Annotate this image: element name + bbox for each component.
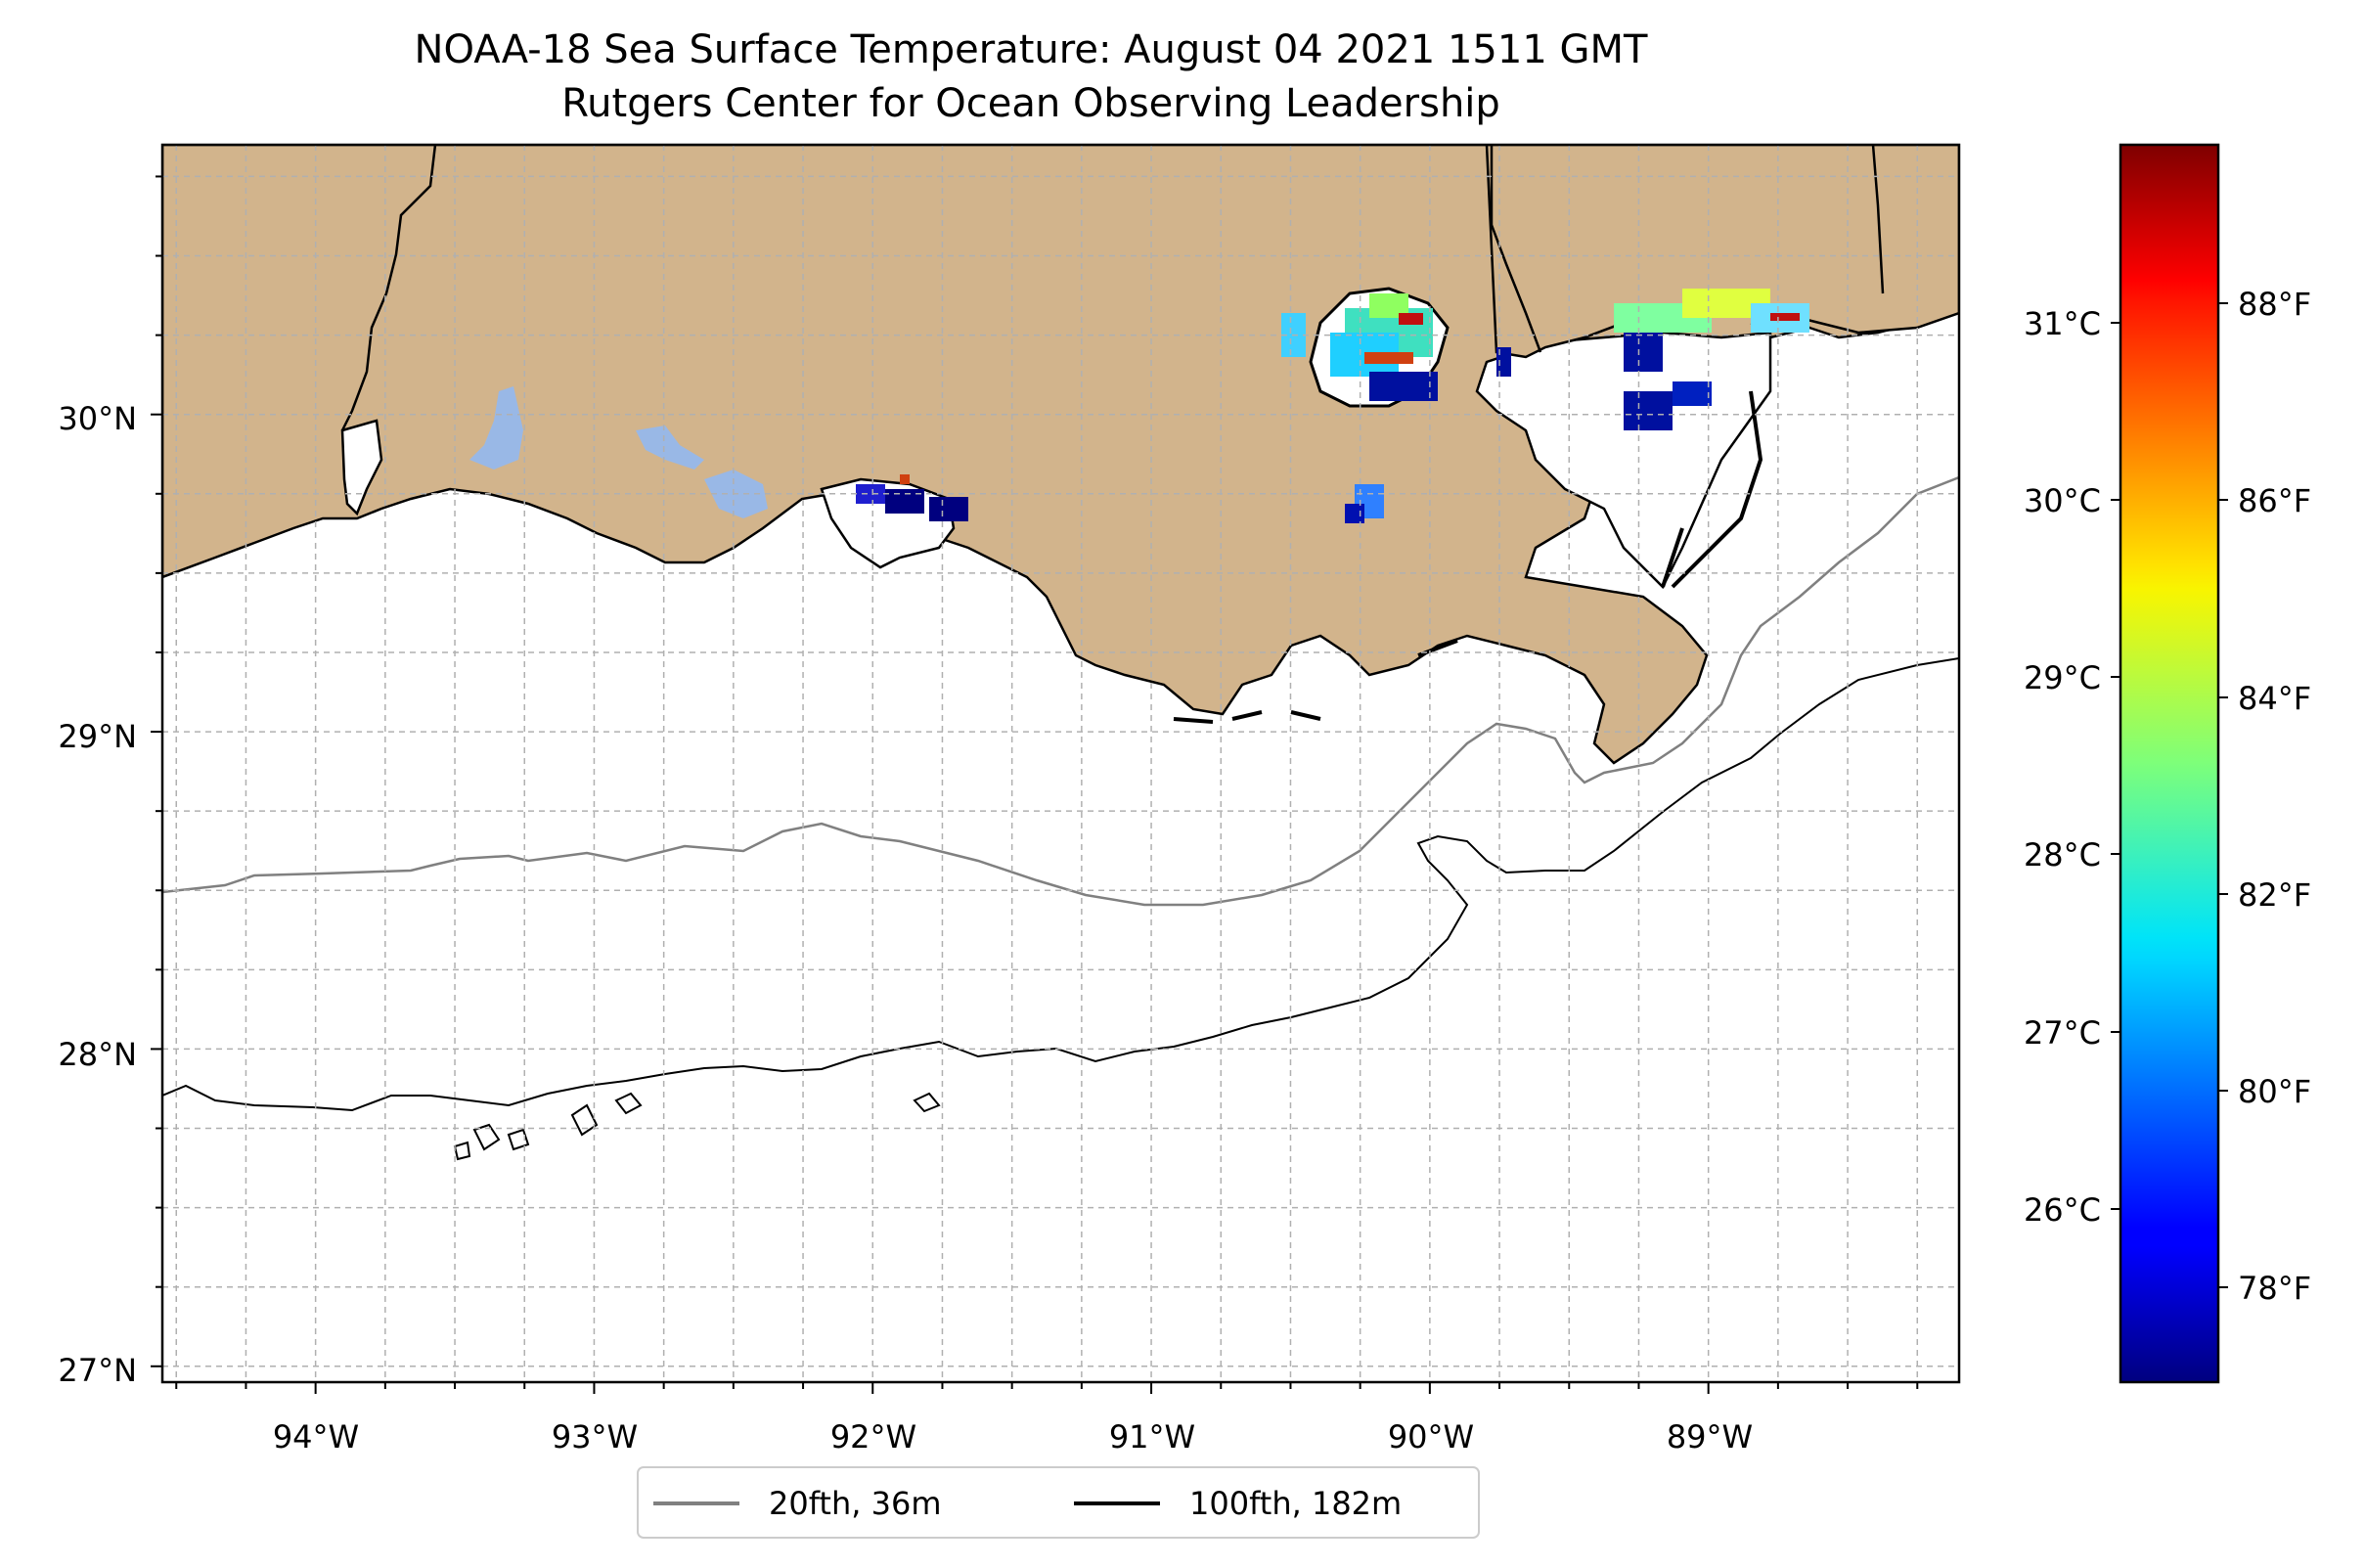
- colorbar-celsius-axis: [2111, 322, 2120, 1210]
- inland-water-2: [636, 426, 704, 470]
- map-gridlines: [162, 145, 1959, 1382]
- lon-label-90w: 90°W: [1388, 1418, 1474, 1456]
- state-border-ms-al: [1871, 145, 1885, 294]
- marsh-islands: [1173, 321, 1810, 724]
- celsius-label-31: 31°C: [2024, 305, 2101, 342]
- contour-100fth: [162, 657, 1959, 1112]
- celsius-label-29: 29°C: [2024, 659, 2101, 696]
- celsius-label-30: 30°C: [2024, 482, 2101, 519]
- fahrenheit-label-84: 84°F: [2238, 680, 2311, 717]
- map-axis-ticks: [151, 175, 1919, 1394]
- fahrenheit-label-86: 86°F: [2238, 482, 2311, 519]
- sabine-lake: [340, 419, 383, 516]
- celsius-label-27: 27°C: [2024, 1014, 2101, 1052]
- lon-label-91w: 91°W: [1109, 1418, 1195, 1456]
- legend-box: [637, 1466, 1480, 1539]
- map-panel: [162, 145, 1959, 1382]
- contour-100fth-islands: [453, 1092, 941, 1161]
- colorbar-gradient: [2119, 143, 2220, 1384]
- colorbar-fahrenheit-axis: [2218, 302, 2228, 1288]
- inland-water-1: [469, 386, 523, 470]
- lon-label-93w: 93°W: [552, 1418, 638, 1456]
- figure-title: NOAA-18 Sea Surface Temperature: August …: [415, 27, 1648, 72]
- fahrenheit-label-82: 82°F: [2238, 876, 2311, 914]
- sst-pixels: [856, 289, 1809, 523]
- lat-label-27n: 27°N: [58, 1352, 137, 1389]
- legend-label-20fth: 20fth, 36m: [769, 1485, 941, 1522]
- fahrenheit-label-78: 78°F: [2238, 1270, 2311, 1307]
- lat-label-29n: 29°N: [58, 718, 137, 755]
- lat-label-28n: 28°N: [58, 1036, 137, 1073]
- celsius-label-28: 28°C: [2024, 836, 2101, 874]
- figure-subtitle: Rutgers Center for Ocean Observing Leade…: [561, 81, 1500, 126]
- state-border-tx-la: [340, 145, 437, 431]
- fahrenheit-label-80: 80°F: [2238, 1073, 2311, 1110]
- lon-axis-labels: 94°W 93°W 92°W 91°W 90°W 89°W: [273, 1418, 1753, 1456]
- legend-label-100fth: 100fth, 182m: [1189, 1485, 1402, 1522]
- colorbar: 31°C 30°C 29°C 28°C 27°C 26°C 88°F 86°F …: [2024, 143, 2311, 1384]
- lat-axis-labels: 30°N 29°N 28°N 27°N: [58, 400, 137, 1389]
- celsius-label-26: 26°C: [2024, 1191, 2101, 1229]
- fahrenheit-label-88: 88°F: [2238, 286, 2311, 323]
- state-border-la-ms: [1490, 145, 1542, 353]
- lat-label-30n: 30°N: [58, 400, 137, 437]
- lon-label-94w: 94°W: [273, 1418, 359, 1456]
- lon-label-89w: 89°W: [1667, 1418, 1753, 1456]
- lon-label-92w: 92°W: [830, 1418, 916, 1456]
- legend: 20fth, 36m 100fth, 182m: [637, 1466, 1480, 1539]
- map-frame: [160, 143, 1961, 1384]
